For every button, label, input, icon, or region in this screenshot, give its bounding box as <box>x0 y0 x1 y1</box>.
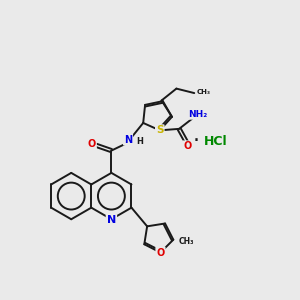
Text: O: O <box>88 139 96 149</box>
Text: N: N <box>107 215 116 225</box>
Text: N: N <box>124 135 132 145</box>
Text: CH₃: CH₃ <box>179 237 194 246</box>
Text: CH₃: CH₃ <box>197 89 211 95</box>
Text: HCl: HCl <box>204 135 227 148</box>
Text: O: O <box>156 248 165 257</box>
Text: NH₂: NH₂ <box>188 110 208 119</box>
Text: ·: · <box>193 131 200 151</box>
Text: H: H <box>136 137 143 146</box>
Text: S: S <box>156 125 164 135</box>
Text: O: O <box>183 141 191 152</box>
